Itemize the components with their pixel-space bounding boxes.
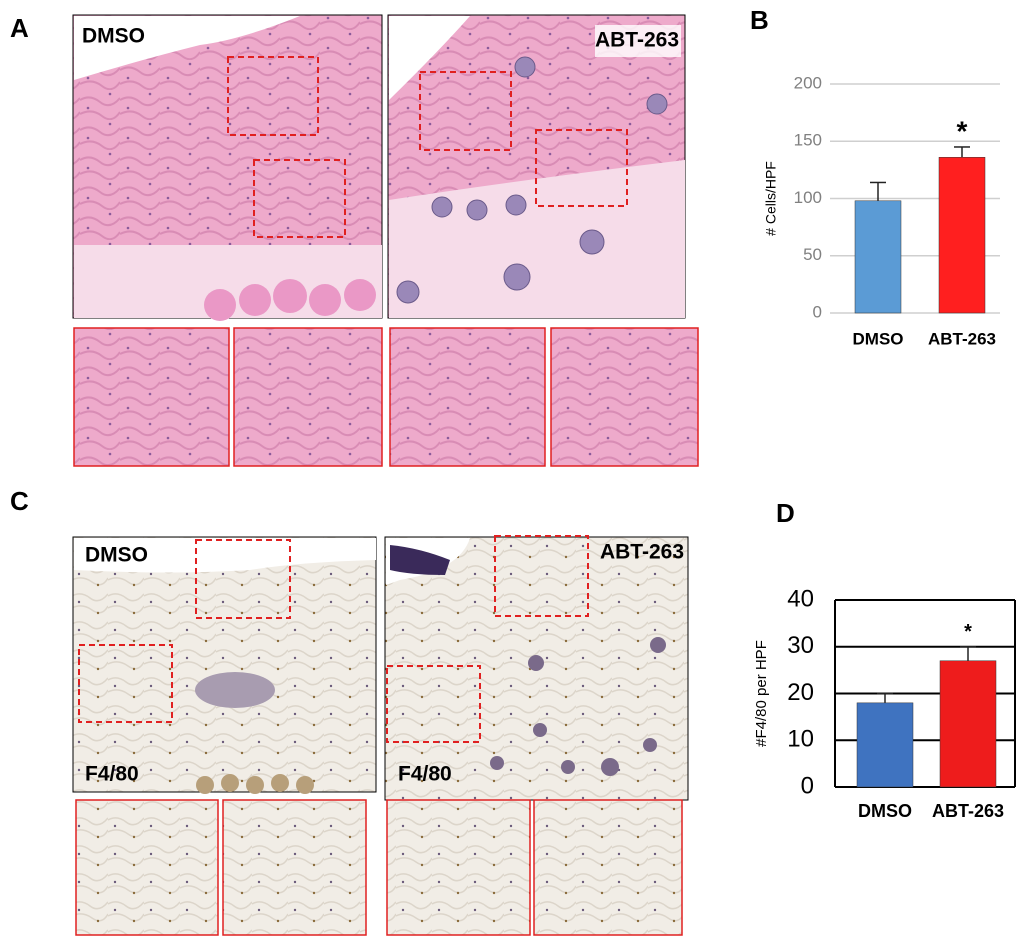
bar [939, 660, 997, 788]
x-tick-label: ABT-263 [932, 801, 1004, 821]
y-tick-label: 20 [787, 679, 814, 706]
tissue-layer [389, 160, 685, 318]
y-tick-label: 50 [803, 245, 822, 264]
x-tick-label: ABT-263 [928, 329, 996, 348]
panel-label: B [750, 5, 769, 35]
image-label: ABT-263 [595, 29, 679, 52]
panel-label: A [10, 13, 29, 43]
y-tick-label: 0 [801, 772, 814, 799]
bar [938, 157, 986, 314]
panel-label: D [776, 498, 795, 528]
panel-c: C DMSO ABT-263 F4/80 F4/80 [10, 486, 689, 936]
zoom-region [78, 535, 589, 743]
gland [195, 672, 275, 708]
y-axis-label: #F4/80 per HPF [753, 640, 770, 747]
background [389, 16, 685, 100]
zoom-image [75, 799, 683, 936]
follicles [490, 637, 666, 776]
x-tick-label: DMSO [853, 329, 904, 348]
image-label: DMSO [85, 544, 148, 567]
label-bg [77, 18, 159, 52]
histology-image [72, 536, 377, 793]
background [74, 538, 376, 573]
y-tick-label: 150 [794, 131, 822, 150]
panel-label: C [10, 486, 29, 516]
follicles [396, 56, 668, 304]
zoom-region [227, 56, 628, 238]
image-label: DMSO [82, 25, 145, 48]
bar [856, 702, 914, 788]
y-axis-label: # Cells/HPF [763, 161, 779, 236]
stain-label: F4/80 [85, 763, 139, 786]
y-tick-label: 30 [787, 632, 814, 659]
bar [854, 200, 902, 314]
muscle [196, 774, 314, 794]
y-tick-label: 100 [794, 188, 822, 207]
y-tick-label: 0 [813, 302, 822, 321]
y-tick-label: 10 [787, 726, 814, 753]
significance: * [957, 115, 968, 146]
label-bg [595, 25, 681, 57]
hair [390, 545, 450, 575]
zoom-image [73, 327, 699, 467]
panel-a: A DMSO ABT-263 [10, 13, 699, 467]
significance: * [964, 621, 972, 643]
y-tick-label: 200 [794, 73, 822, 92]
muscle [204, 279, 376, 321]
y-tick-label: 40 [787, 585, 814, 612]
x-tick-label: DMSO [858, 801, 912, 821]
image-label: ABT-263 [600, 541, 684, 564]
stain-label: F4/80 [398, 763, 452, 786]
